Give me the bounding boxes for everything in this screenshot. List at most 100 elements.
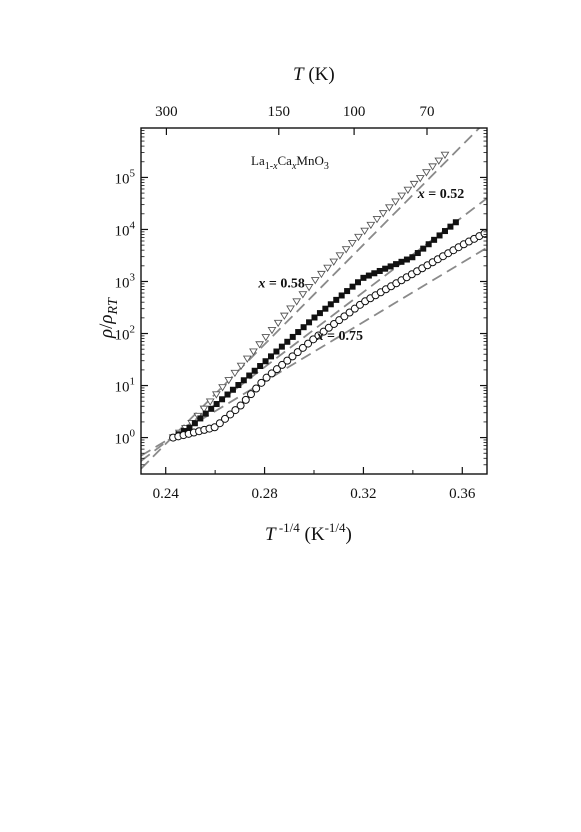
- data-point: [240, 377, 247, 384]
- data-point: [324, 323, 333, 332]
- series-annotation: x = 0.52: [417, 187, 464, 202]
- data-point: [360, 227, 370, 235]
- data-point: [218, 384, 227, 392]
- data-point: [191, 420, 198, 427]
- data-point: [262, 358, 269, 365]
- data-point: [273, 319, 283, 328]
- data-point: [327, 301, 334, 308]
- data-point: [236, 362, 246, 371]
- data-point: [378, 210, 388, 218]
- data-point: [235, 382, 242, 389]
- data-point: [304, 284, 314, 292]
- data-point: [197, 415, 204, 422]
- data-point: [344, 288, 351, 295]
- data-point: [205, 398, 215, 406]
- y-tick-label: 100: [115, 428, 136, 448]
- data-point: [354, 279, 361, 286]
- data-point: [306, 319, 313, 326]
- series-x-0-52: [168, 151, 450, 442]
- data-point: [246, 372, 253, 379]
- data-point: [314, 331, 323, 340]
- data-point: [215, 419, 224, 428]
- data-point: [219, 396, 226, 403]
- data-point: [376, 267, 383, 274]
- data-point: [283, 356, 292, 365]
- data-point: [279, 312, 289, 320]
- data-point: [397, 192, 407, 200]
- data-point: [273, 348, 280, 355]
- data-point: [289, 333, 296, 340]
- x-tick-label: 0.32: [350, 486, 376, 502]
- data-point: [425, 241, 432, 248]
- y-tick-label: 105: [115, 167, 136, 187]
- data-point: [409, 254, 416, 261]
- data-point: [365, 272, 372, 279]
- x-axis-title: T -1/4 (K-1/4): [265, 520, 352, 545]
- data-point: [335, 252, 345, 260]
- data-point: [272, 365, 281, 374]
- data-point: [267, 353, 274, 360]
- data-point: [434, 157, 444, 165]
- data-point: [345, 308, 354, 317]
- data-point: [213, 401, 220, 408]
- data-point: [236, 401, 245, 410]
- data-point: [403, 186, 413, 195]
- data-point: [382, 265, 389, 272]
- data-point: [366, 221, 376, 230]
- data-point: [257, 363, 264, 370]
- data-point: [350, 304, 359, 313]
- data-point: [316, 310, 323, 317]
- data-point: [428, 163, 438, 171]
- data-point: [199, 405, 209, 413]
- data-point: [414, 250, 421, 257]
- data-point: [241, 395, 250, 404]
- data-point: [202, 410, 209, 417]
- data-point: [323, 264, 332, 273]
- data-point: [257, 378, 266, 387]
- series-x-0-75: [169, 229, 487, 442]
- data-point: [422, 169, 431, 177]
- data-point: [224, 377, 234, 385]
- data-point: [330, 319, 339, 328]
- top-tick-label: 100: [343, 104, 366, 120]
- data-point: [333, 296, 340, 303]
- data-point: [420, 245, 427, 252]
- data-point: [338, 292, 345, 299]
- y-tick-label: 102: [115, 324, 136, 344]
- data-point: [349, 283, 356, 290]
- data-point: [251, 367, 258, 374]
- data-point: [211, 391, 221, 399]
- data-point: [393, 261, 400, 268]
- data-point: [278, 360, 287, 369]
- series-annotation: x = 0.75: [315, 329, 362, 344]
- x-tick-label: 0.36: [449, 486, 476, 502]
- data-point: [255, 341, 265, 349]
- data-point: [340, 312, 349, 321]
- data-point: [387, 263, 394, 270]
- data-point: [409, 180, 419, 189]
- data-point: [261, 334, 271, 342]
- fit-line-1: [141, 128, 481, 470]
- data-point: [436, 232, 443, 239]
- top-tick-label: 70: [419, 104, 434, 120]
- data-point: [246, 390, 255, 399]
- data-point: [372, 216, 382, 224]
- data-point: [309, 335, 318, 344]
- axes: 0.24 0.28 0.32 0.36 300 150 100 70 100 101 102 103 1…: [115, 104, 487, 502]
- plot-content: [141, 128, 487, 470]
- data-point: [431, 236, 438, 243]
- data-point: [329, 258, 339, 266]
- data-point: [384, 204, 394, 212]
- data-point: [284, 338, 291, 345]
- data-point: [230, 369, 240, 378]
- data-point: [452, 219, 459, 226]
- data-point: [226, 410, 235, 419]
- data-point: [341, 246, 351, 254]
- top-axis-title: T (K): [293, 64, 335, 85]
- top-tick-label: 300: [155, 104, 178, 120]
- y-axis-title: ρ/ρRT: [96, 297, 121, 339]
- data-point: [415, 175, 425, 183]
- data-point: [360, 274, 367, 281]
- series-annotation: x = 0.58: [257, 277, 304, 292]
